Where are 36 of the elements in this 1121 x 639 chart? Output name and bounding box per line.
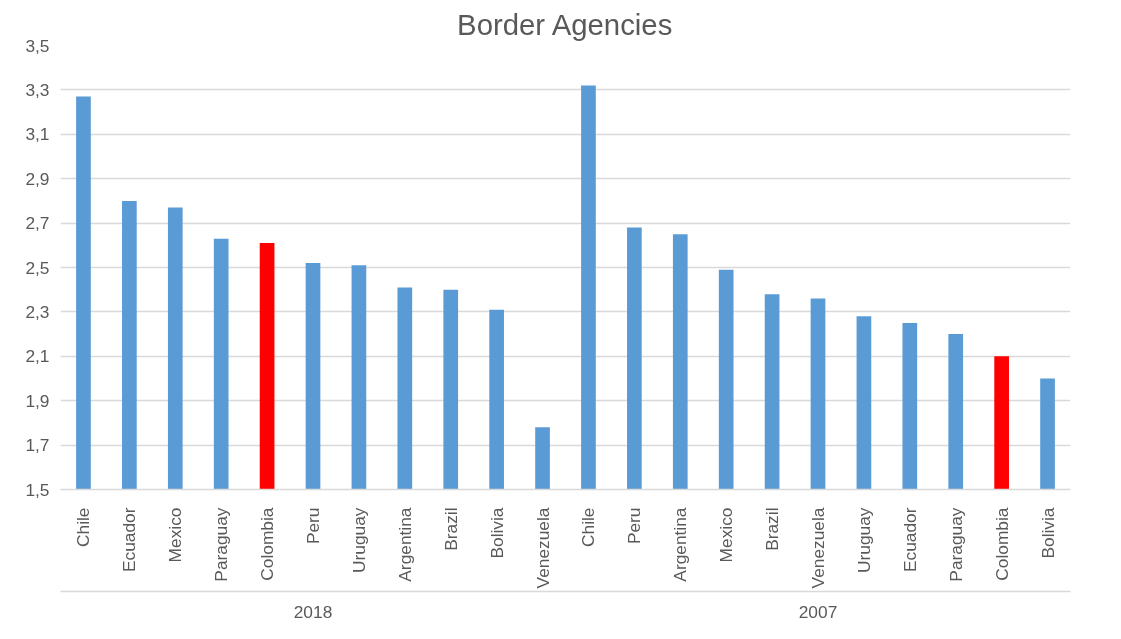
x-tick-label: Uruguay	[348, 507, 369, 573]
y-tick-label: 1,5	[25, 479, 50, 500]
text: 2018	[293, 601, 333, 622]
x-tick-label: Peru	[303, 507, 323, 545]
x-tick-label: Venezuela	[808, 507, 828, 589]
x-tick-label: Mexico	[716, 507, 737, 563]
y-tick-label: 2,1	[25, 346, 50, 367]
x-tick-label: Brazil	[762, 507, 783, 551]
x-tick-label: Brazil	[440, 507, 461, 551]
y-tick-label: 3,3	[25, 79, 50, 100]
x-tick-label: Mexico	[165, 507, 186, 563]
x-tick-label: Colombia	[257, 507, 278, 581]
x-tick-label: Ecuador	[899, 507, 920, 573]
y-tick-label: 2,7	[25, 213, 50, 234]
x-tick-label: Argentina	[394, 507, 415, 582]
y-tick-label: 2,5	[25, 257, 50, 278]
x-tick-label: Paraguay	[945, 507, 966, 582]
x-tick-label: Bolivia	[486, 507, 507, 559]
x-tick-label: Chile	[578, 507, 599, 547]
x-tick-label: Peru	[624, 507, 645, 545]
y-tick-label: 3,5	[25, 35, 50, 56]
y-tick-label: 3,1	[25, 124, 50, 145]
x-tick-label: Uruguay	[853, 507, 874, 573]
chart-title: Border Agencies	[457, 7, 673, 41]
x-tick-label: Venezuela	[532, 507, 553, 589]
y-tick-label: 2,9	[25, 168, 50, 189]
text: 2007	[798, 601, 838, 622]
x-tick-label: Bolivia	[1037, 507, 1058, 559]
x-tick-label: Colombia	[991, 507, 1012, 581]
x-tick-label: Argentina	[670, 507, 691, 582]
y-tick-label: 2,3	[25, 301, 50, 322]
x-tick-label: Paraguay	[211, 507, 232, 582]
y-tick-label: 1,9	[25, 390, 50, 411]
x-tick-label: Ecuador	[119, 507, 140, 573]
x-tick-label: Chile	[73, 507, 94, 547]
y-tick-label: 1,7	[25, 435, 50, 456]
